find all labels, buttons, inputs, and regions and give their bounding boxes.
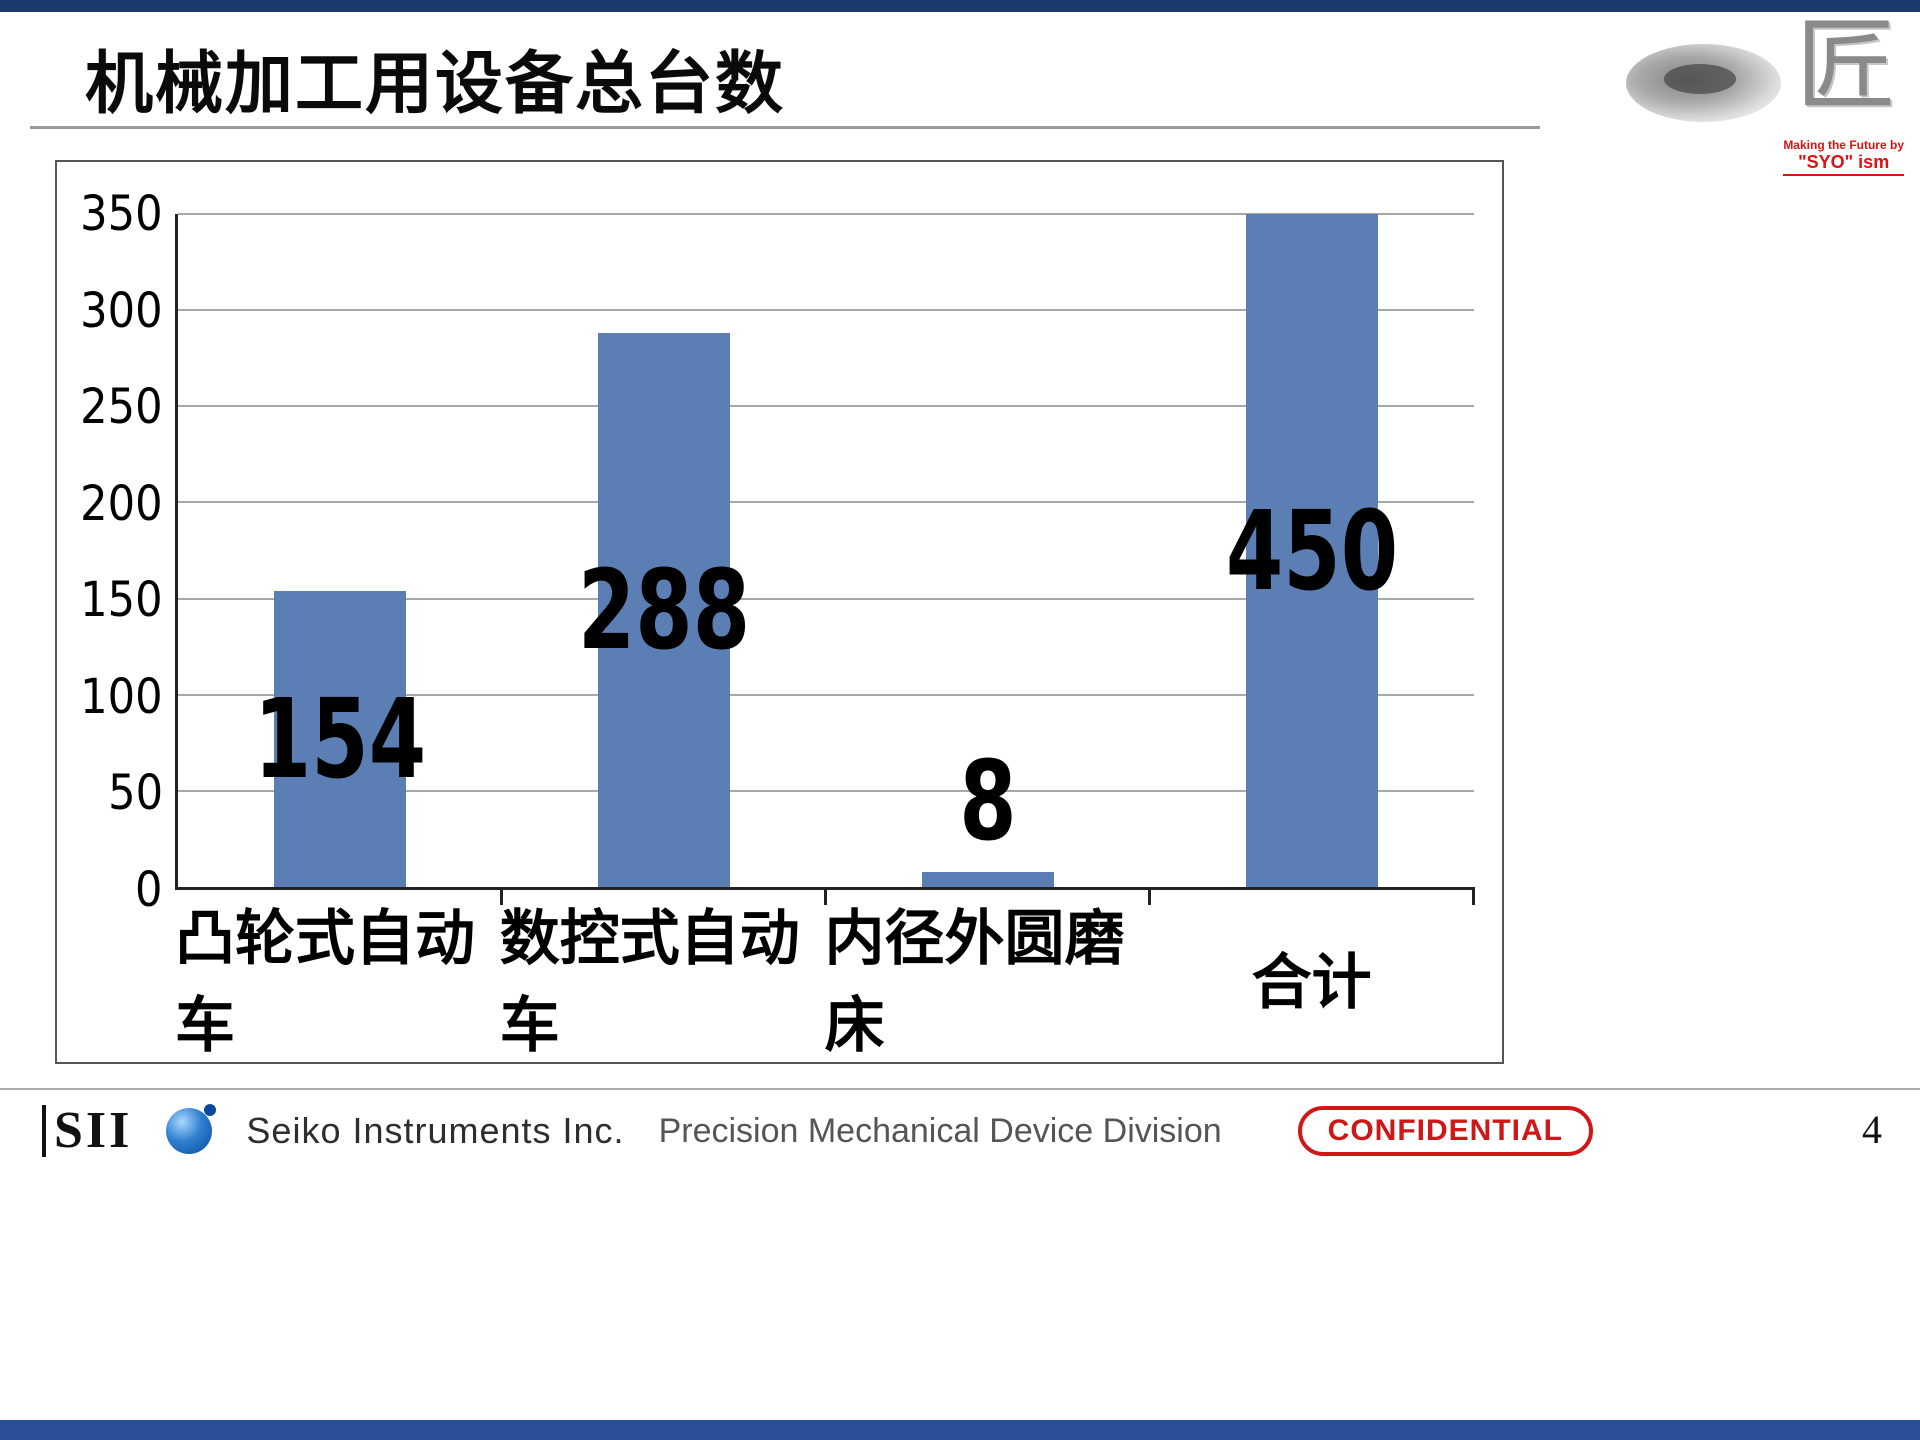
y-axis-tick-label: 250 (80, 379, 163, 436)
bar-value-label: 154 (253, 674, 427, 803)
category-label: 内径外圆磨床 (824, 904, 1125, 1061)
y-axis-tick-label: 200 (80, 475, 163, 532)
logo-tagline: Making the Future by "SYO" ism (1783, 138, 1904, 176)
machine-photo-core (1664, 64, 1736, 94)
footer: SII Seiko Instruments Inc. Precision Mec… (42, 1100, 1593, 1162)
category-labels: 凸轮式自动车 数控式自动车 内径外圆磨床 合计 (175, 904, 1474, 1061)
y-axis-tick-label: 150 (80, 572, 163, 629)
y-axis-tick-label: 350 (80, 186, 163, 242)
bar-value-label: 450 (1225, 486, 1399, 615)
y-axis-tick-label: 0 (135, 862, 163, 918)
page-title: 机械加工用设备总台数 (85, 45, 786, 124)
gridline (178, 693, 1474, 696)
footer-divider (0, 1088, 1920, 1090)
division-name: Precision Mechanical Device Division (658, 1111, 1222, 1150)
category-label: 合计 (1251, 947, 1372, 1018)
bar (1246, 214, 1378, 887)
x-axis-tick (1472, 887, 1475, 905)
bar-slot-1: 154 (178, 214, 502, 887)
bar (922, 871, 1054, 887)
x-axis-tick (500, 887, 503, 905)
bottom-band (0, 1420, 1920, 1440)
bar-slot-3: 8 (826, 214, 1150, 887)
sii-sphere-icon (166, 1104, 217, 1154)
x-axis-tick (824, 887, 827, 905)
confidential-badge: CONFIDENTIAL (1297, 1106, 1593, 1156)
y-axis-labels: 0 50 100 150 200 250 300 350 (65, 190, 169, 914)
y-axis-tick-label: 50 (108, 765, 163, 822)
logo-tagline-line1: Making the Future by (1783, 138, 1904, 153)
gridline (178, 789, 1474, 792)
x-axis-tick (1148, 887, 1151, 905)
bar (274, 590, 406, 887)
title-divider (30, 126, 1540, 129)
company-name: Seiko Instruments Inc. (246, 1110, 625, 1151)
bar-value-label: 8 (959, 736, 1017, 865)
gridline (178, 597, 1474, 600)
chart-frame: 0 50 100 150 200 250 300 350 154 288 8 450 凸轮式自动车数… (55, 160, 1504, 1064)
logo-tagline-line2: "SYO" ism (1783, 152, 1904, 176)
y-axis-tick-label: 300 (80, 282, 163, 339)
bar-slot-4: 450 (1150, 214, 1474, 887)
top-band (0, 0, 1920, 12)
category-label: 数控式自动车 (499, 904, 800, 1061)
bar (598, 333, 730, 887)
gridline (178, 501, 1474, 504)
bar-value-label: 288 (577, 546, 751, 675)
gridline (178, 213, 1474, 215)
page-number: 4 (1862, 1107, 1882, 1152)
sii-logo: SII (42, 1105, 132, 1157)
gridline (178, 405, 1474, 408)
bar-slot-2: 288 (502, 214, 826, 887)
y-axis-tick-label: 100 (80, 668, 163, 725)
plot-area: 154 288 8 450 (175, 213, 1475, 905)
corner-logo: 匠 Making the Future by "SYO" ism (1626, 16, 1906, 176)
bars: 154 288 8 450 (178, 214, 1474, 887)
category-label: 凸轮式自动车 (175, 904, 475, 1061)
gridline (178, 309, 1474, 312)
craftsman-glyph-icon: 匠 (1796, 7, 1896, 124)
